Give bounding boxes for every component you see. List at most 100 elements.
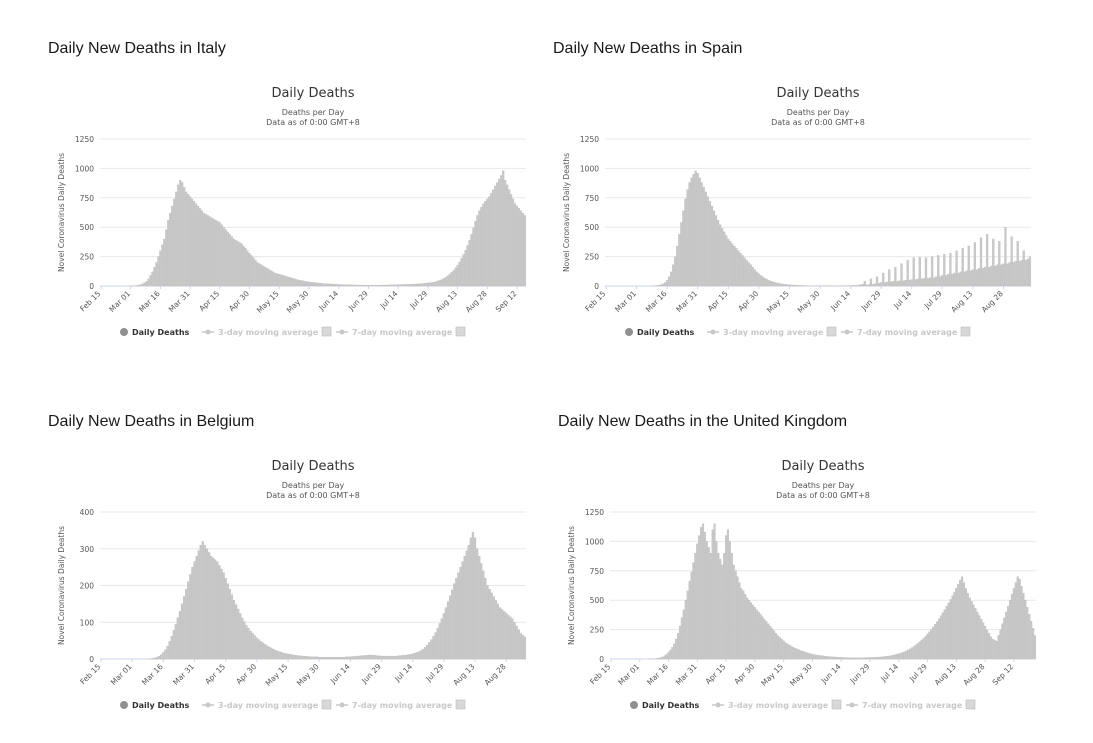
bar <box>861 658 863 659</box>
bar <box>279 652 281 659</box>
legend-item-3-day-average: 3-day moving average <box>218 328 319 337</box>
bar <box>772 282 774 286</box>
bar <box>717 553 719 659</box>
bar <box>721 228 723 286</box>
bar <box>504 180 506 286</box>
bar <box>389 656 391 659</box>
bar <box>868 285 870 286</box>
bar <box>163 239 165 286</box>
bar <box>856 658 858 659</box>
legend-item-7-day-average: 7-day moving average <box>352 701 453 710</box>
chart-title: Daily Deaths <box>271 86 354 101</box>
bar <box>848 658 850 659</box>
bar <box>687 591 689 659</box>
bar <box>195 204 197 286</box>
bar <box>744 258 746 286</box>
bar <box>896 654 898 659</box>
bar <box>320 657 322 659</box>
bar <box>1019 579 1021 659</box>
bar <box>678 234 680 286</box>
bar <box>964 272 966 286</box>
bar <box>701 183 703 286</box>
bar <box>233 239 235 286</box>
bar <box>464 556 466 659</box>
bar <box>352 285 354 286</box>
bar <box>886 656 888 659</box>
bar <box>274 273 276 286</box>
bar <box>403 655 405 659</box>
bar <box>387 656 389 659</box>
bar <box>312 282 314 286</box>
legend-item-daily-deaths: Daily Deaths <box>637 328 695 337</box>
bar <box>177 618 179 659</box>
bar <box>472 532 474 659</box>
bar <box>171 636 173 659</box>
bar <box>420 651 422 659</box>
x-tick-label: Jul 14 <box>392 662 414 684</box>
bar <box>911 280 913 286</box>
bar <box>988 633 990 659</box>
bar <box>1013 588 1015 659</box>
bar <box>754 270 756 286</box>
bar <box>762 277 764 286</box>
y-tick-label: 300 <box>80 545 95 554</box>
bar <box>207 215 209 286</box>
bar <box>159 251 161 286</box>
bar <box>383 656 385 659</box>
bar <box>764 619 766 659</box>
bar <box>880 282 882 286</box>
bar <box>376 656 378 659</box>
bar <box>414 653 416 659</box>
bar <box>660 285 662 286</box>
bar <box>510 194 512 286</box>
bar <box>302 281 304 286</box>
bar <box>480 563 482 659</box>
bar <box>935 277 937 286</box>
bar <box>470 538 472 659</box>
bar <box>689 183 691 286</box>
bar <box>217 221 219 286</box>
bar <box>490 193 492 286</box>
legend-item-7-day-average: 7-day moving average <box>352 328 453 337</box>
y-tick-label: 250 <box>585 253 600 262</box>
bar <box>919 257 921 286</box>
bar <box>735 248 737 286</box>
chart-subtitle: Data as of 0:00 GMT+8 <box>266 491 360 500</box>
bar <box>255 260 257 286</box>
bar <box>367 285 369 286</box>
bar <box>952 596 954 659</box>
legend-marker-dot <box>206 330 211 335</box>
bar <box>469 240 471 286</box>
bar <box>144 283 146 286</box>
bar <box>347 657 349 659</box>
bar <box>697 173 699 286</box>
bar <box>955 588 957 659</box>
bar <box>790 285 792 286</box>
bar <box>482 204 484 286</box>
bar <box>512 199 514 286</box>
bar <box>817 655 819 659</box>
bar <box>658 285 660 286</box>
bar <box>884 656 886 659</box>
bar <box>683 610 685 659</box>
bar <box>996 265 998 286</box>
bar <box>397 656 399 659</box>
bar <box>175 624 177 659</box>
bar <box>673 644 675 659</box>
bar <box>235 240 237 286</box>
bar <box>959 580 961 659</box>
legend-marker-dot <box>120 328 128 336</box>
bar <box>191 199 193 286</box>
bar <box>668 277 670 286</box>
bar <box>439 623 441 659</box>
bar <box>205 214 207 286</box>
x-tick-label: May 30 <box>285 289 311 315</box>
bar <box>975 608 977 659</box>
bar <box>858 658 860 659</box>
bar <box>894 655 896 659</box>
bar <box>921 279 923 286</box>
bar <box>332 284 334 286</box>
bar <box>339 657 341 659</box>
